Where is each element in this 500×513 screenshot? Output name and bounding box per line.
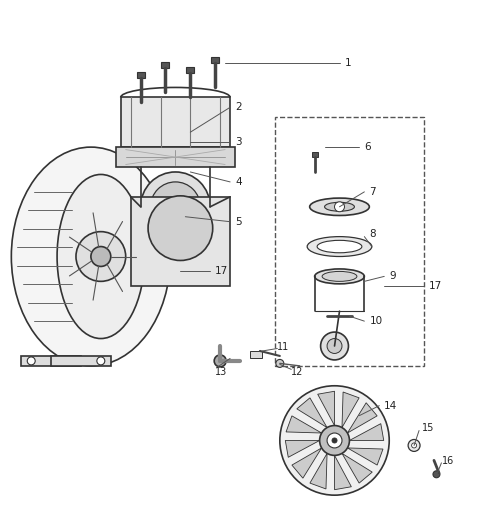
Ellipse shape bbox=[314, 269, 364, 284]
Text: 8: 8 bbox=[370, 229, 376, 239]
Text: 2: 2 bbox=[235, 102, 242, 112]
Text: 17: 17 bbox=[429, 281, 442, 291]
Circle shape bbox=[76, 232, 126, 281]
Polygon shape bbox=[292, 448, 322, 478]
Circle shape bbox=[97, 357, 105, 365]
Text: 17: 17 bbox=[215, 266, 228, 277]
Text: 15: 15 bbox=[422, 423, 434, 433]
Ellipse shape bbox=[324, 202, 354, 211]
Polygon shape bbox=[348, 403, 377, 433]
Polygon shape bbox=[318, 391, 334, 426]
Polygon shape bbox=[334, 456, 351, 490]
Polygon shape bbox=[297, 398, 327, 427]
Circle shape bbox=[412, 443, 416, 448]
Circle shape bbox=[334, 202, 344, 212]
Bar bbox=[116, 147, 235, 167]
Text: 11: 11 bbox=[278, 342, 289, 352]
Text: 7: 7 bbox=[370, 187, 376, 197]
Bar bbox=[312, 152, 318, 157]
Ellipse shape bbox=[310, 198, 370, 215]
Circle shape bbox=[148, 196, 212, 261]
Circle shape bbox=[280, 386, 389, 495]
Circle shape bbox=[327, 433, 342, 448]
Bar bbox=[186, 67, 194, 72]
Text: 5: 5 bbox=[235, 216, 242, 227]
Polygon shape bbox=[350, 424, 384, 441]
Circle shape bbox=[332, 438, 337, 443]
Circle shape bbox=[408, 440, 420, 451]
Bar bbox=[275, 117, 424, 366]
Polygon shape bbox=[286, 416, 322, 433]
Text: 14: 14 bbox=[384, 401, 398, 411]
Bar bbox=[120, 97, 230, 147]
Text: 3: 3 bbox=[235, 137, 242, 147]
Polygon shape bbox=[286, 441, 320, 457]
Polygon shape bbox=[51, 356, 111, 366]
Bar bbox=[136, 71, 144, 77]
Circle shape bbox=[276, 360, 284, 367]
Text: 9: 9 bbox=[389, 271, 396, 282]
Bar bbox=[162, 62, 170, 68]
Text: 16: 16 bbox=[442, 457, 454, 466]
Ellipse shape bbox=[57, 174, 144, 339]
Bar bbox=[250, 351, 262, 359]
Polygon shape bbox=[342, 392, 359, 427]
Circle shape bbox=[433, 471, 440, 478]
Ellipse shape bbox=[307, 236, 372, 256]
Polygon shape bbox=[348, 448, 383, 465]
Bar bbox=[130, 197, 230, 286]
Text: 13: 13 bbox=[215, 367, 228, 377]
Circle shape bbox=[320, 332, 348, 360]
Text: 4: 4 bbox=[235, 177, 242, 187]
Circle shape bbox=[27, 357, 35, 365]
Text: 12: 12 bbox=[292, 367, 304, 377]
Ellipse shape bbox=[322, 271, 357, 281]
Text: 10: 10 bbox=[370, 316, 382, 326]
Circle shape bbox=[91, 247, 111, 266]
Circle shape bbox=[214, 355, 226, 367]
Polygon shape bbox=[310, 453, 327, 489]
Circle shape bbox=[150, 182, 200, 232]
Text: 1: 1 bbox=[344, 57, 351, 68]
Ellipse shape bbox=[317, 240, 362, 253]
Circle shape bbox=[140, 172, 210, 242]
Polygon shape bbox=[342, 453, 372, 483]
Circle shape bbox=[320, 426, 350, 456]
Ellipse shape bbox=[12, 147, 170, 366]
Polygon shape bbox=[22, 356, 81, 366]
Circle shape bbox=[327, 339, 342, 353]
Text: 6: 6 bbox=[364, 142, 371, 152]
Bar bbox=[211, 56, 219, 63]
